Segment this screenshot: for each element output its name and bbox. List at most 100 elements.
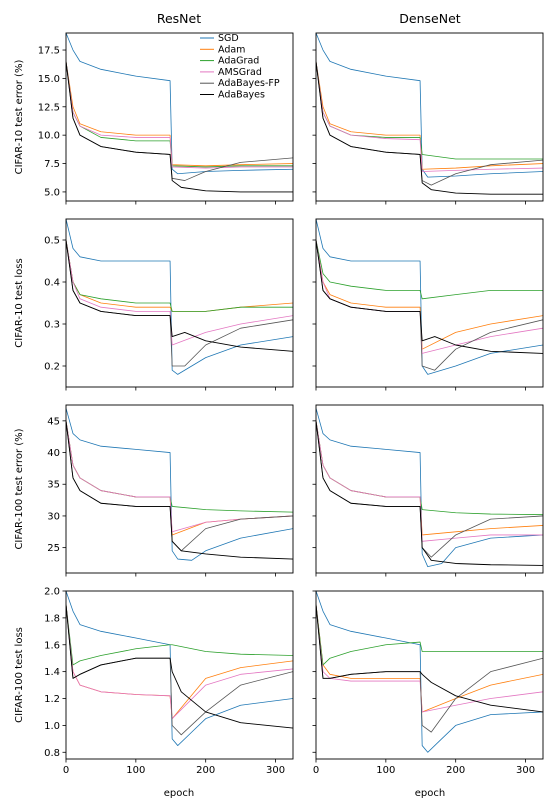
- series-line-adagrad: [316, 604, 543, 666]
- series-group: [66, 33, 293, 193]
- legend-item-sgd: SGD: [200, 33, 239, 44]
- y-tick-label: 1.4: [44, 667, 60, 678]
- series-line-sgd: [66, 219, 293, 375]
- y-axis-label-cifar-10-test-loss: CIFAR-10 test loss: [14, 258, 25, 347]
- series-line-amsgrad: [316, 61, 543, 172]
- plot-frame: [315, 218, 544, 388]
- legend-label: AdaGrad: [218, 56, 259, 67]
- y-tick-label: 15.0: [38, 74, 60, 85]
- y-tick-label: 25: [47, 543, 60, 554]
- series-group: [66, 408, 293, 561]
- series-line-adabayes: [316, 420, 543, 566]
- series-group: [316, 33, 543, 195]
- y-tick-label: 1.2: [44, 694, 60, 705]
- series-line-adagrad: [316, 420, 543, 516]
- y-tick-label: 7.5: [44, 159, 60, 170]
- x-tick-label: 0: [313, 765, 319, 776]
- legend-item-adagrad: AdaGrad: [200, 56, 259, 67]
- legend-label: Adam: [218, 44, 245, 55]
- series-line-sgd: [316, 408, 543, 568]
- series-line-adagrad: [316, 61, 543, 160]
- series-line-adabayes-fp: [66, 604, 293, 736]
- series-line-amsgrad: [316, 604, 543, 713]
- series-line-amsgrad: [66, 61, 293, 169]
- series-line-adabayes: [316, 604, 543, 713]
- series-line-adam: [316, 604, 543, 713]
- panel-cifar-10-test-loss-densenet: [312, 218, 544, 391]
- x-axis-label-resnet: epoch: [164, 788, 194, 799]
- series-group: [66, 591, 293, 746]
- series-line-sgd: [316, 33, 543, 178]
- y-tick-label: 40: [47, 448, 60, 459]
- y-tick-label: 0.4: [44, 278, 60, 289]
- series-line-amsgrad: [316, 420, 543, 542]
- y-tick-label: 45: [47, 416, 60, 427]
- panel-cifar-100-test-loss-densenet: 0 100 200 300: [312, 590, 544, 776]
- series-line-sgd: [316, 219, 543, 375]
- y-tick-label: 10.0: [38, 131, 60, 142]
- series-line-amsgrad: [66, 239, 293, 346]
- legend-item-adabayes-fp: AdaBayes-FP: [200, 78, 280, 89]
- x-axis-label-densenet: epoch: [415, 788, 445, 799]
- x-tick-label: 200: [446, 765, 465, 776]
- series-group: [316, 408, 543, 568]
- series-line-adabayes: [66, 61, 293, 193]
- legend-item-adabayes: AdaBayes: [200, 90, 265, 101]
- y-tick-label: 0.5: [44, 236, 60, 247]
- x-tick-label: 200: [196, 765, 215, 776]
- plot-frame: [65, 590, 294, 760]
- series-line-amsgrad: [66, 420, 293, 533]
- y-tick-label: 12.5: [38, 102, 60, 113]
- y-tick-label: 35: [47, 480, 60, 491]
- series-line-adam: [316, 239, 543, 350]
- y-tick-label: 2.0: [44, 587, 60, 598]
- series-line-adam: [316, 61, 543, 170]
- series-line-adabayes-fp: [66, 420, 293, 552]
- series-group: [316, 591, 543, 753]
- plot-frame: [65, 218, 294, 388]
- panel-cifar-100-test-error-densenet: [312, 404, 544, 577]
- y-tick-label: 1.8: [44, 613, 60, 624]
- series-line-amsgrad: [66, 604, 293, 720]
- x-tick-label: 100: [376, 765, 395, 776]
- x-tick-label: 300: [266, 765, 285, 776]
- series-line-adagrad: [66, 239, 293, 312]
- y-axis-label-cifar-100-test-error: CIFAR-100 test error (%): [14, 428, 25, 549]
- y-tick-label: 1.6: [44, 640, 60, 651]
- plot-frame: [315, 32, 544, 202]
- legend-label: AMSGrad: [218, 67, 262, 78]
- legend-item-amsgrad: AMSGrad: [200, 67, 262, 78]
- y-tick-label: 0.2: [44, 362, 60, 373]
- series-line-sgd: [316, 591, 543, 753]
- x-tick-label: 100: [126, 765, 145, 776]
- series-line-sgd: [66, 408, 293, 561]
- series-line-adagrad: [66, 420, 293, 513]
- panel-grid: CIFAR-10 test error (%) 5.0 7.5 10.0 12.5 15.…: [14, 32, 544, 776]
- y-tick-label: 17.5: [38, 46, 60, 57]
- panel-cifar-10-test-error-densenet: [312, 32, 544, 205]
- x-tick-label: 300: [516, 765, 535, 776]
- y-axis-label-cifar-100-test-loss: CIFAR-100 test loss: [14, 627, 25, 723]
- legend-label: SGD: [218, 33, 239, 44]
- series-line-adam: [66, 604, 293, 720]
- x-tick-label: 0: [63, 765, 69, 776]
- legend-label: AdaBayes-FP: [218, 78, 280, 89]
- series-line-adabayes-fp: [316, 604, 543, 733]
- series-line-adagrad: [66, 604, 293, 666]
- series-line-adabayes: [66, 420, 293, 560]
- series-line-adam: [66, 61, 293, 167]
- legend-item-adam: Adam: [200, 44, 245, 55]
- series-line-amsgrad: [316, 239, 543, 354]
- y-axis-label-cifar-10-test-error: CIFAR-10 test error (%): [14, 60, 25, 175]
- y-tick-label: 0.8: [44, 748, 60, 759]
- y-tick-label: 30: [47, 511, 60, 522]
- plot-frame: [315, 590, 544, 760]
- panel-cifar-10-test-loss-resnet: 0.2 0.3 0.4 0.5: [44, 218, 294, 391]
- series-line-sgd: [66, 33, 293, 175]
- series-line-adabayes: [316, 61, 543, 195]
- plot-frame: [65, 32, 294, 202]
- series-line-adam: [66, 239, 293, 312]
- y-tick-label: 5.0: [44, 187, 60, 198]
